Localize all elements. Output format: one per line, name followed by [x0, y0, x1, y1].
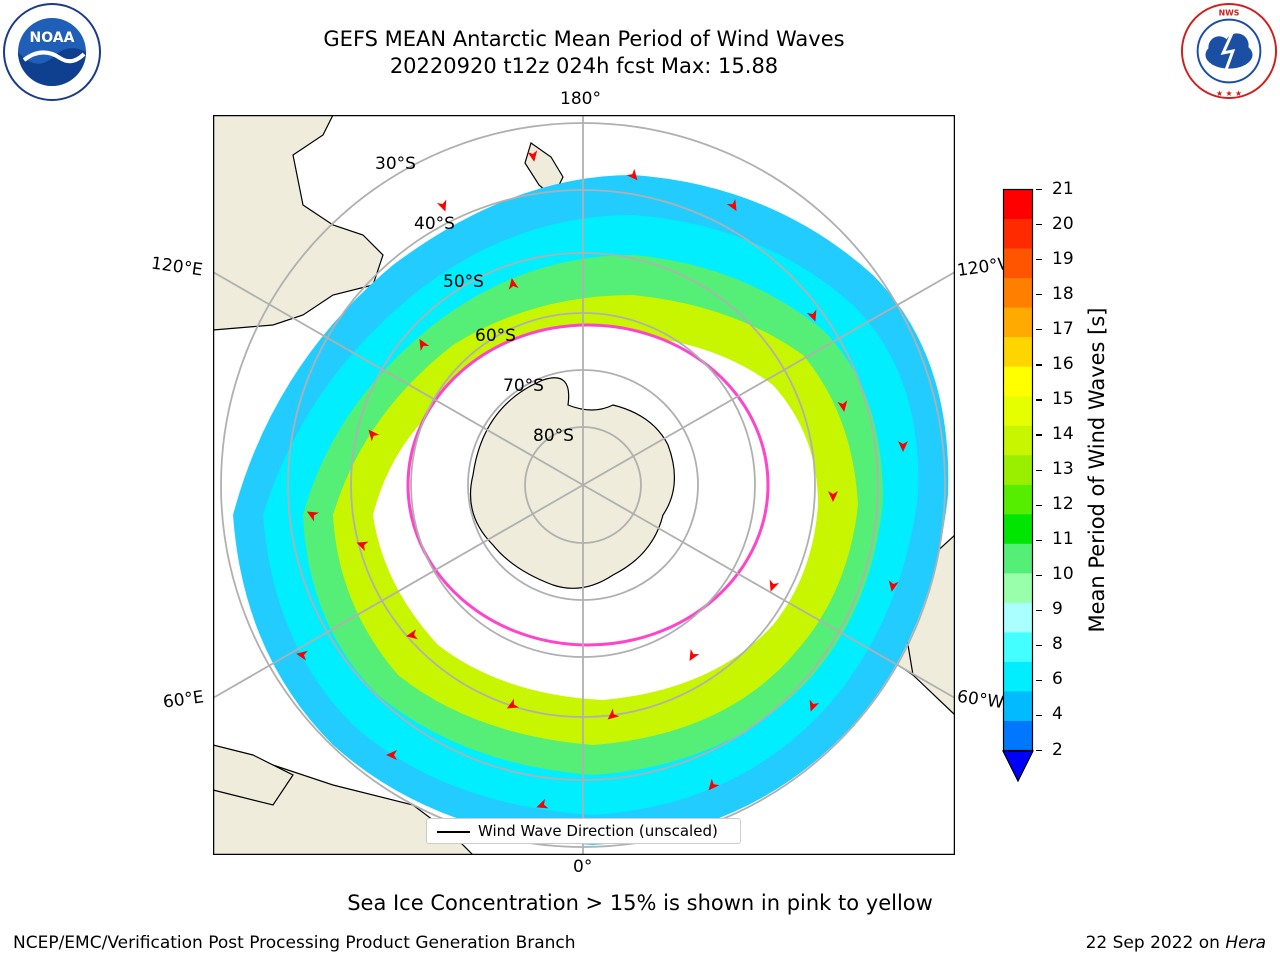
colorbar-segment: [1003, 632, 1033, 663]
svg-text:NWS: NWS: [1219, 9, 1240, 18]
colorbar-segment: [1003, 661, 1033, 692]
legend-label: Wind Wave Direction (unscaled): [478, 822, 718, 840]
colorbar-tick-mark: [1036, 189, 1042, 191]
lat-label-50: 50°S: [443, 272, 484, 292]
colorbar-segment: [1003, 455, 1033, 486]
graticule: [213, 115, 955, 855]
latitude-labels: 30°S 40°S 50°S 60°S 70°S 80°S: [375, 154, 574, 446]
lon-label-120e: 120°E: [149, 253, 204, 281]
colorbar-tick-mark: [1036, 539, 1042, 541]
colorbar-tick-label: 14: [1052, 423, 1074, 444]
colorbar-segment: [1003, 219, 1033, 249]
meridian-120w: [582, 271, 955, 486]
colorbar-tick-mark: [1036, 259, 1042, 261]
lon-label-60e: 60°E: [161, 687, 206, 713]
colorbar-segment: [1003, 602, 1033, 633]
lat-label-60: 60°S: [475, 326, 516, 346]
colorbar-segments: [1003, 189, 1033, 751]
madagascar-land: [213, 744, 294, 806]
colorbar-frame: [1002, 188, 1034, 752]
colorbar-tick-label: 10: [1052, 564, 1074, 585]
sea-ice-note: Sea Ice Concentration > 15% is shown in …: [347, 891, 933, 915]
map-content: 30°S 40°S 50°S 60°S 70°S 80°S: [213, 115, 955, 855]
meridian-60e: [213, 484, 584, 699]
map-legend: Wind Wave Direction (unscaled): [426, 818, 741, 844]
colorbar-segment: [1003, 366, 1033, 397]
colorbar-segment: [1003, 514, 1033, 545]
chart-subtitle: 20220920 t12z 024h fcst Max: 15.88: [389, 54, 779, 78]
colorbar-tick-label: 13: [1052, 459, 1074, 479]
colorbar-tick-label: 19: [1052, 248, 1074, 269]
lat-label-30: 30°S: [375, 154, 416, 174]
australia-land: [213, 115, 384, 331]
colorbar-segment: [1003, 337, 1033, 368]
colorbar-tick-mark: [1036, 714, 1042, 717]
colorbar-segment: [1003, 573, 1033, 604]
date-line: 22 Sep 2022 on Hera: [1086, 933, 1266, 953]
lat-label-70: 70°S: [503, 376, 544, 396]
lat-label-80: 80°S: [533, 426, 574, 446]
colorbar-tick-mark: [1036, 644, 1042, 646]
colorbar-tick-mark: [1036, 574, 1042, 576]
colorbar-segment: [1003, 189, 1033, 220]
colorbar: [1002, 188, 1034, 783]
date-text: 22 Sep 2022 on: [1085, 933, 1226, 953]
colorbar-label: Mean Period of Wind Waves [s]: [1085, 307, 1109, 633]
colorbar-segment: [1003, 425, 1033, 456]
colorbar-tick-label: 8: [1052, 634, 1063, 655]
colorbar-tick-label: 2: [1052, 739, 1063, 760]
colorbar-tick-mark: [1036, 329, 1042, 331]
credit-line: NCEP/EMC/Verification Post Processing Pr…: [13, 933, 576, 953]
colorbar-tick-label: 6: [1052, 669, 1063, 690]
colorbar-tick-label: 11: [1052, 529, 1074, 550]
colorbar-tick-mark: [1036, 399, 1042, 401]
colorbar-segment: [1003, 691, 1033, 722]
svg-text:★ ★ ★: ★ ★ ★: [1216, 89, 1242, 98]
colorbar-segment: [1003, 720, 1033, 751]
map-panel: 30°S 40°S 50°S 60°S 70°S 80°S: [213, 115, 955, 855]
colorbar-tick-label: 16: [1052, 353, 1074, 374]
colorbar-tick-label: 17: [1052, 318, 1074, 339]
colorbar-tick-mark: [1036, 750, 1042, 752]
colorbar-segment: [1003, 484, 1033, 515]
wave-direction-arrows: [296, 150, 908, 809]
colorbar-tick-label: 4: [1052, 704, 1063, 725]
colorbar-tick-mark: [1036, 294, 1042, 296]
colorbar-extend-arrow: [1002, 750, 1034, 783]
nws-logo: NWS ★ ★ ★: [1180, 2, 1278, 100]
colorbar-tick-label: 18: [1052, 283, 1074, 304]
colorbar-tick-label: 21: [1052, 178, 1074, 199]
lon-label-60w: 60°W: [955, 686, 1006, 714]
colorbar-segment: [1003, 278, 1033, 309]
colorbar-tick-mark: [1036, 434, 1042, 436]
meridian-120e: [213, 271, 584, 486]
lat-label-40: 40°S: [414, 214, 455, 234]
machine-name: Hera: [1225, 933, 1266, 953]
colorbar-tick-mark: [1036, 679, 1042, 682]
lon-label-180: 180°: [560, 89, 601, 109]
legend-line-sample: [437, 831, 470, 833]
colorbar-tick-mark: [1036, 609, 1042, 611]
colorbar-segment: [1003, 543, 1033, 574]
colorbar-tick-label: 12: [1052, 494, 1074, 515]
colorbar-tick-mark: [1036, 224, 1042, 226]
colorbar-tick-mark: [1036, 504, 1042, 506]
colorbar-tick-mark: [1036, 469, 1042, 471]
chart-title: GEFS MEAN Antarctic Mean Period of Wind …: [323, 27, 845, 51]
noaa-logo-text: NOAA: [30, 30, 75, 46]
colorbar-tick-label: 15: [1052, 388, 1074, 409]
map-frame: [213, 115, 955, 855]
antarctica-land: [469, 377, 676, 589]
colorbar-segment: [1003, 307, 1033, 338]
colorbar-segment: [1003, 248, 1033, 279]
noaa-logo: NOAA: [3, 3, 101, 101]
colorbar-segment: [1003, 396, 1033, 427]
lon-label-0: 0°: [573, 857, 593, 877]
colorbar-tick-mark: [1036, 364, 1042, 366]
colorbar-tick-label: 9: [1052, 599, 1063, 620]
colorbar-tick-label: 20: [1052, 213, 1074, 234]
meridian-60w: [582, 484, 955, 699]
